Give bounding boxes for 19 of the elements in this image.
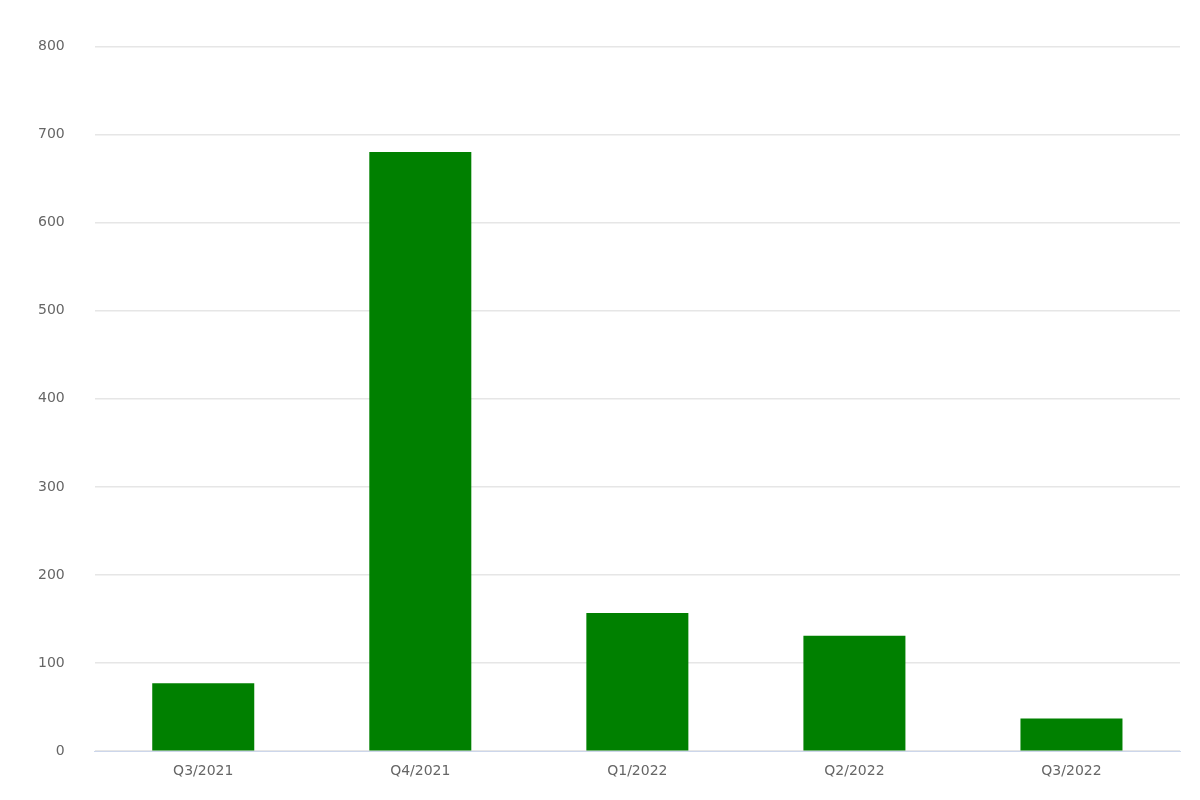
y-tick-label: 200 — [37, 565, 65, 582]
y-tick-label: 300 — [37, 477, 65, 494]
y-tick-label: 800 — [37, 37, 65, 54]
bar — [152, 683, 255, 751]
y-tick-label: 100 — [37, 653, 65, 670]
x-tick-label: Q2/2022 — [824, 762, 885, 779]
x-tick-label: Q3/2022 — [1041, 762, 1102, 779]
y-tick-label: 600 — [37, 213, 65, 230]
y-tick-label: 500 — [37, 301, 65, 318]
bar — [803, 635, 906, 751]
bar — [1020, 718, 1123, 751]
bar — [369, 152, 472, 751]
y-tick-label: 700 — [37, 125, 65, 142]
bar — [586, 612, 689, 751]
x-tick-label: Q3/2021 — [173, 762, 234, 779]
y-tick-label: 400 — [37, 389, 65, 406]
y-tick-label: 0 — [55, 741, 65, 758]
x-tick-label: Q4/2021 — [390, 762, 451, 779]
x-tick-label: Q1/2022 — [607, 762, 668, 779]
